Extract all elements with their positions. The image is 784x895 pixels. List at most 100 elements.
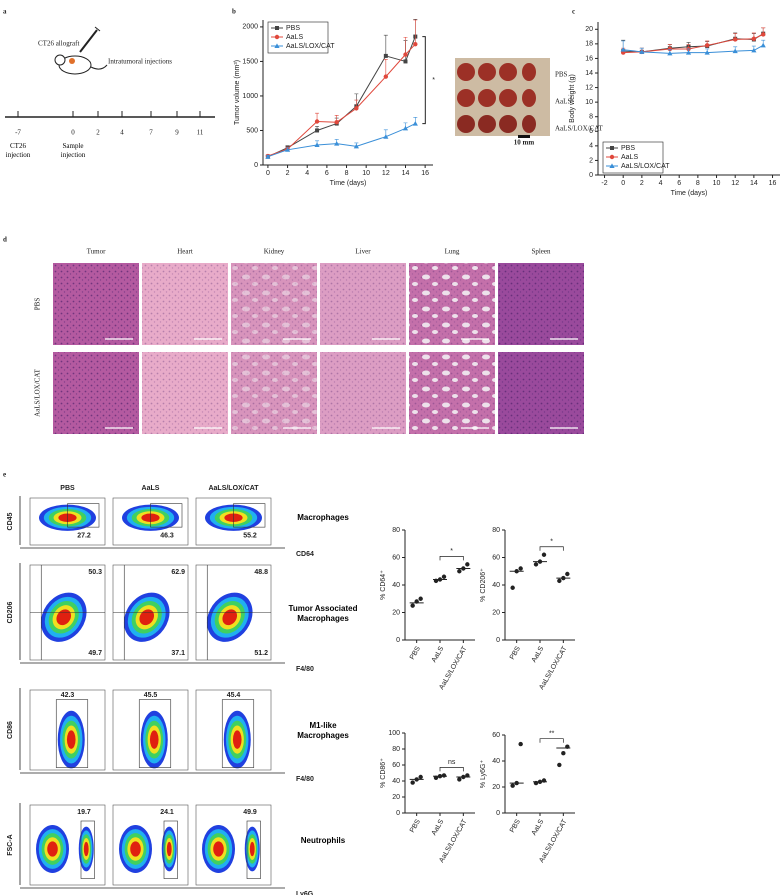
marker xyxy=(353,143,359,149)
histology-texture xyxy=(320,352,406,434)
gate-value: 46.3 xyxy=(160,532,174,539)
flow-x-label: F4/80 xyxy=(296,666,314,673)
y-tick-label: 14 xyxy=(585,70,593,77)
tumor xyxy=(522,89,536,107)
series-line xyxy=(623,44,764,54)
quadrant-gate xyxy=(196,565,271,660)
marker xyxy=(704,50,710,55)
x-axis-label: Time (days) xyxy=(330,180,367,187)
error-bar xyxy=(413,19,418,45)
legend-label: PBS xyxy=(621,145,635,152)
density-contour xyxy=(47,841,58,857)
x-tick-label: PBS xyxy=(409,818,422,834)
marker xyxy=(334,140,340,146)
legend-label: AaLS/LOX/CAT xyxy=(286,43,335,50)
flow-y-label: CD45 xyxy=(7,512,14,530)
panel-label: e xyxy=(3,471,6,479)
gate-value: 48.8 xyxy=(254,569,268,576)
data-point xyxy=(510,585,515,590)
gate xyxy=(163,820,178,879)
data-point xyxy=(557,762,562,768)
density-contour xyxy=(130,841,141,857)
significance-label: * xyxy=(432,77,435,84)
panel-label: d xyxy=(3,236,7,244)
histology-texture xyxy=(498,263,584,345)
photo-row-label: PBS xyxy=(555,71,568,79)
x-tick-label: AaLS xyxy=(431,818,446,837)
histology-texture xyxy=(53,352,139,434)
y-tick-label: 0 xyxy=(496,637,500,644)
marker xyxy=(609,154,615,160)
panel-label: b xyxy=(232,8,236,16)
gate-value: 45.4 xyxy=(227,692,241,699)
tumor xyxy=(499,115,517,133)
gate-value: 51.2 xyxy=(254,650,268,657)
marker xyxy=(733,37,738,42)
density-contour xyxy=(139,609,155,626)
y-tick-label: 1000 xyxy=(242,93,258,100)
data-point xyxy=(565,571,570,577)
y-tick-label: 1500 xyxy=(242,58,258,65)
significance-label: * xyxy=(550,539,553,546)
error-bar xyxy=(403,36,408,55)
y-tick-label: 60 xyxy=(492,732,500,739)
y-axis-label: % Ly6G⁺ xyxy=(480,760,487,789)
x-tick-label: 8 xyxy=(345,170,349,177)
histology-texture xyxy=(320,263,406,345)
x-tick-label: 16 xyxy=(421,170,429,177)
significance-bracket xyxy=(539,546,564,551)
legend-label: PBS xyxy=(286,25,300,32)
y-tick-label: 2000 xyxy=(242,24,258,31)
data-point xyxy=(457,777,462,782)
gate xyxy=(80,820,95,879)
marker xyxy=(315,128,320,133)
population-label: Neutrophils xyxy=(300,836,346,845)
y-tick-label: 2 xyxy=(589,157,593,164)
flow-x-label: F4/80 xyxy=(296,776,314,783)
y-axis-label: Body weight (g) xyxy=(569,74,576,123)
x-tick-label: 2 xyxy=(640,180,644,187)
marker xyxy=(751,36,757,41)
significance-label: ns xyxy=(448,759,456,766)
marker xyxy=(413,41,418,47)
day-label: 4 xyxy=(120,129,124,137)
y-tick-label: 10 xyxy=(585,99,593,106)
gate xyxy=(233,503,266,528)
day-label: 7 xyxy=(149,129,153,137)
marker xyxy=(354,106,359,111)
density-contour xyxy=(232,730,242,749)
series-line xyxy=(623,33,764,53)
gate-value: 49.9 xyxy=(243,809,257,816)
data-point xyxy=(410,780,415,785)
marker xyxy=(639,49,645,54)
marker xyxy=(274,34,280,40)
tumor xyxy=(499,89,517,107)
x-tick-label: 8 xyxy=(696,180,700,187)
error-bar xyxy=(383,34,388,56)
x-tick-label: 6 xyxy=(677,180,681,187)
population-label: M1-like Macrophages xyxy=(297,721,349,740)
x-tick-label: AaLS xyxy=(531,645,546,664)
y-tick-label: 18 xyxy=(585,41,593,48)
x-tick-label: 0 xyxy=(621,180,625,187)
treatment-label: Intratumoral injections xyxy=(108,58,172,66)
marker xyxy=(403,52,408,57)
y-tick-label: 4 xyxy=(589,143,593,150)
significance-bracket xyxy=(439,556,464,561)
marker xyxy=(334,119,339,125)
y-tick-label: 80 xyxy=(392,527,400,534)
legend-label: AaLS xyxy=(621,154,638,161)
marker xyxy=(403,59,408,64)
density-contour xyxy=(149,730,159,749)
flow-y-label: CD86 xyxy=(7,721,14,739)
histology-texture xyxy=(409,263,495,345)
tumor xyxy=(457,89,475,107)
column-label: PBS xyxy=(60,485,75,492)
gate xyxy=(67,503,100,528)
histology-texture xyxy=(409,352,495,434)
gate xyxy=(150,503,183,528)
day-label: 11 xyxy=(197,129,204,137)
y-tick-label: 60 xyxy=(392,762,400,769)
density-contour xyxy=(222,609,238,626)
data-point xyxy=(557,578,562,584)
